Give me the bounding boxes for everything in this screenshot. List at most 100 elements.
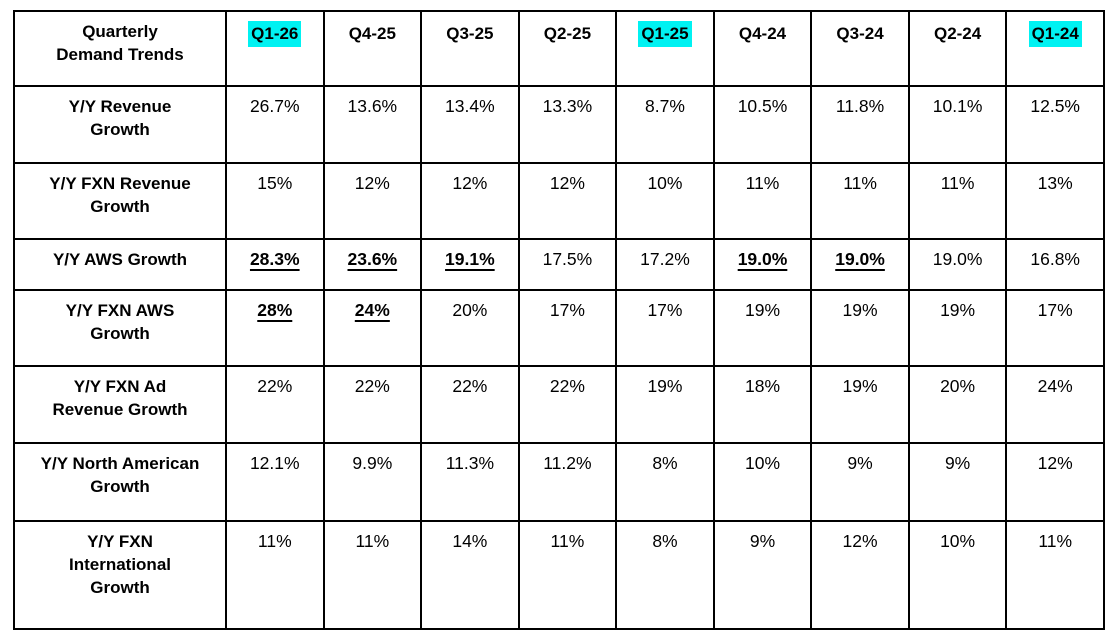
column-header-q3-24: Q3-24 [810, 10, 910, 87]
table-title-cell: Quarterly Demand Trends [13, 10, 227, 87]
table-cell: 11% [225, 520, 325, 630]
table-cell: 19% [810, 289, 910, 367]
table-cell: 19.0% [712, 238, 813, 291]
table-cell: 17% [1005, 289, 1105, 367]
table-cell: 22% [420, 365, 520, 444]
table-cell: 19.0% [810, 238, 910, 291]
column-header-q4-24: Q4-24 [712, 10, 813, 87]
table-cell: 20% [907, 365, 1008, 444]
row-label-cell: Y/Y FXN Ad Revenue Growth [13, 365, 227, 444]
column-header-label: Q4-25 [348, 24, 396, 43]
table-cell: 11% [712, 162, 813, 240]
table-cell: 13.3% [517, 85, 618, 164]
table-cell: 11.3% [420, 442, 520, 522]
table-cell: 26.7% [225, 85, 325, 164]
table-cell: 17% [615, 289, 715, 367]
column-header-label: Q1-24 [1028, 21, 1082, 48]
table-cell: 20% [420, 289, 520, 367]
table-cell: 22% [517, 365, 618, 444]
row-label-cell: Y/Y North American Growth [13, 442, 227, 522]
table-cell: 28% [225, 289, 325, 367]
table-cell: 14% [420, 520, 520, 630]
table-row-north-american-growth: Y/Y North American Growth 12.1% 9.9% 11.… [13, 442, 1105, 522]
row-label: Y/Y Revenue Growth [68, 97, 172, 139]
table-cell: 12.1% [225, 442, 325, 522]
row-label: Y/Y FXN International Growth [68, 532, 171, 597]
table-cell: 12% [810, 520, 910, 630]
table-cell: 19% [907, 289, 1008, 367]
column-header-q2-25: Q2-25 [517, 10, 618, 87]
table-cell: 24% [1005, 365, 1105, 444]
table-cell: 13.4% [420, 85, 520, 164]
table-cell: 8% [615, 520, 715, 630]
column-header-q1-25: Q1-25 [615, 10, 715, 87]
table-cell: 18% [712, 365, 813, 444]
table-cell: 11% [907, 162, 1008, 240]
table-cell: 10% [712, 442, 813, 522]
table-cell: 12% [517, 162, 618, 240]
table-cell: 17.5% [517, 238, 618, 291]
table-cell: 9% [907, 442, 1008, 522]
table-cell: 16.8% [1005, 238, 1105, 291]
column-header-label: Q2-24 [933, 24, 982, 43]
row-label-cell: Y/Y FXN AWS Growth [13, 289, 227, 367]
table-cell: 24% [322, 289, 423, 367]
column-header-q4-25: Q4-25 [322, 10, 423, 87]
table-cell: 8% [615, 442, 715, 522]
row-label-cell: Y/Y Revenue Growth [13, 85, 227, 164]
table-cell: 17.2% [615, 238, 715, 291]
table-row-aws-growth: Y/Y AWS Growth 28.3% 23.6% 19.1% 17.5% 1… [13, 238, 1105, 291]
table-cell: 12% [420, 162, 520, 240]
table-cell: 10% [615, 162, 715, 240]
table-cell: 9.9% [322, 442, 423, 522]
column-header-q3-25: Q3-25 [420, 10, 520, 87]
table-cell: 8.7% [615, 85, 715, 164]
column-header-label: Q1-26 [248, 21, 302, 48]
table-cell: 11% [517, 520, 618, 630]
table-cell: 19% [615, 365, 715, 444]
table-cell: 10% [907, 520, 1008, 630]
header-row: Quarterly Demand Trends Q1-26 Q4-25 Q3-2… [13, 10, 1105, 87]
table-cell: 10.1% [907, 85, 1008, 164]
table-title: Quarterly Demand Trends [56, 22, 184, 64]
table-cell: 28.3% [225, 238, 325, 291]
table-cell: 13.6% [322, 85, 423, 164]
table-cell: 9% [712, 520, 813, 630]
table-cell: 22% [322, 365, 423, 444]
table-cell: 19% [810, 365, 910, 444]
table-cell: 13% [1005, 162, 1105, 240]
row-label-cell: Y/Y FXN International Growth [13, 520, 227, 630]
quarterly-demand-trends-table: Quarterly Demand Trends Q1-26 Q4-25 Q3-2… [13, 10, 1105, 630]
column-header-q1-24: Q1-24 [1005, 10, 1105, 87]
table-cell: 12.5% [1005, 85, 1105, 164]
table-cell: 12% [322, 162, 423, 240]
table-cell: 19.1% [420, 238, 520, 291]
table-row-fxn-international-growth: Y/Y FXN International Growth 11% 11% 14%… [13, 520, 1105, 630]
column-header-label: Q1-25 [638, 21, 692, 48]
table-cell: 19.0% [907, 238, 1008, 291]
table-cell: 11.8% [810, 85, 910, 164]
table-cell: 17% [517, 289, 618, 367]
table-cell: 11% [322, 520, 423, 630]
row-label-cell: Y/Y AWS Growth [13, 238, 227, 291]
column-header-label: Q3-24 [836, 24, 884, 43]
column-header-q2-24: Q2-24 [907, 10, 1008, 87]
column-header-label: Q2-25 [543, 24, 592, 43]
column-header-label: Q4-24 [738, 24, 787, 43]
table-cell: 22% [225, 365, 325, 444]
table-cell: 11% [810, 162, 910, 240]
table-cell: 10.5% [712, 85, 813, 164]
table-row-fxn-aws-growth: Y/Y FXN AWS Growth 28% 24% 20% 17% 17% 1… [13, 289, 1105, 367]
row-label: Y/Y FXN AWS Growth [65, 301, 175, 343]
table-row-fxn-ad-revenue-growth: Y/Y FXN Ad Revenue Growth 22% 22% 22% 22… [13, 365, 1105, 444]
table-cell: 15% [225, 162, 325, 240]
table-cell: 9% [810, 442, 910, 522]
table-row-revenue-growth: Y/Y Revenue Growth 26.7% 13.6% 13.4% 13.… [13, 85, 1105, 164]
column-header-q1-26: Q1-26 [225, 10, 325, 87]
table-cell: 11% [1005, 520, 1105, 630]
table-cell: 23.6% [322, 238, 423, 291]
row-label: Y/Y AWS Growth [52, 250, 188, 269]
row-label-cell: Y/Y FXN Revenue Growth [13, 162, 227, 240]
row-label: Y/Y FXN Revenue Growth [49, 174, 191, 216]
table-cell: 12% [1005, 442, 1105, 522]
